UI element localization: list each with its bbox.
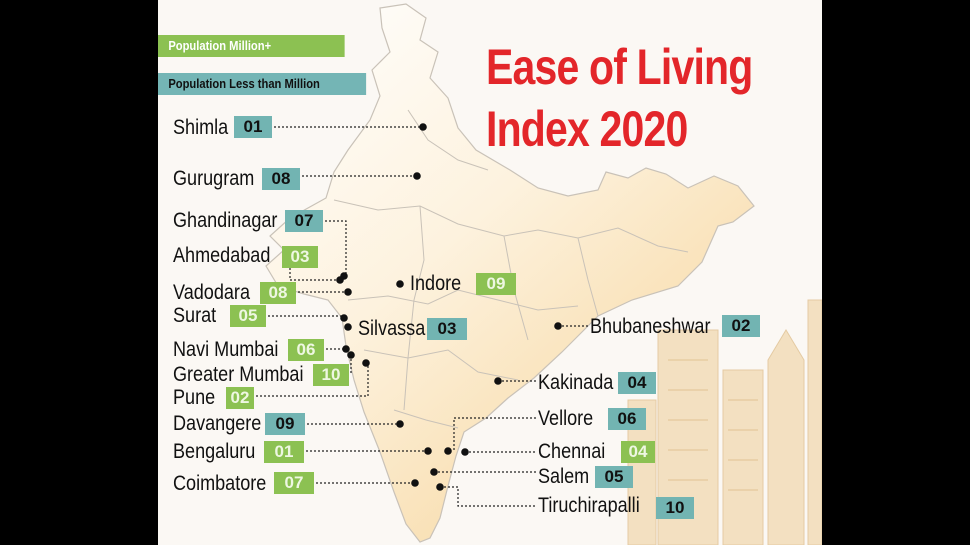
city-name-bengaluru: Bengaluru	[173, 440, 256, 463]
city-dot-ahmedabad	[336, 276, 344, 284]
city-dot-vellore	[444, 447, 452, 455]
city-dot-vadodara	[344, 288, 352, 296]
city-dot-kakinada	[494, 377, 502, 385]
title-line-1: Ease of Living	[486, 39, 753, 95]
rank-badge-kakinada: 04	[618, 372, 656, 394]
city-name-greater-mumbai: Greater Mumbai	[173, 363, 304, 386]
rank-badge-davangere: 09	[265, 413, 305, 435]
city-name-shimla: Shimla	[173, 116, 229, 139]
leader-line-vellore	[453, 417, 536, 451]
rank-badge-ahmedabad: 03	[282, 246, 318, 268]
city-name-gurugram: Gurugram	[173, 167, 255, 190]
city-name-silvassa: Silvassa	[358, 317, 426, 340]
city-name-pune: Pune	[173, 386, 216, 409]
city-dot-surat	[340, 314, 348, 322]
rank-badge-chennai: 04	[621, 441, 655, 463]
city-name-chennai: Chennai	[538, 440, 606, 463]
rank-badge-navi-mumbai: 06	[288, 339, 324, 361]
leader-line-tiruchirapalli	[444, 486, 536, 507]
city-name-navi-mumbai: Navi Mumbai	[173, 338, 279, 361]
city-dot-greater-mumbai	[347, 351, 355, 359]
rank-badge-surat: 05	[230, 305, 266, 327]
city-dot-bhubaneshwar	[554, 322, 562, 330]
rank-badge-indore: 09	[476, 273, 516, 295]
city-dot-tiruchirapalli	[436, 483, 444, 491]
city-dot-coimbatore	[411, 479, 419, 487]
city-dot-bengaluru	[424, 447, 432, 455]
city-name-tiruchirapalli: Tiruchirapalli	[538, 494, 640, 517]
rank-badge-bhubaneshwar: 02	[722, 315, 760, 337]
leader-line-ahmedabad	[289, 268, 340, 281]
rank-badge-greater-mumbai: 10	[313, 364, 349, 386]
city-name-davangere: Davangere	[173, 412, 262, 435]
city-dot-davangere	[396, 420, 404, 428]
city-name-vellore: Vellore	[538, 407, 594, 430]
legend-million-plus: Population Million+	[158, 35, 345, 57]
rank-badge-pune: 02	[226, 387, 254, 409]
city-name-ahmedabad: Ahmedabad	[173, 244, 271, 267]
legend-less-than-million: Population Less than Million	[158, 73, 367, 95]
rank-badge-tiruchirapalli: 10	[656, 497, 694, 519]
city-name-surat: Surat	[173, 304, 217, 327]
city-dot-salem	[430, 468, 438, 476]
infographic-panel: Population Million+ Population Less than…	[158, 0, 822, 545]
rank-badge-ghandinagar: 07	[285, 210, 323, 232]
city-dot-silvassa	[344, 323, 352, 331]
legend-less-than-million-label: Population Less than Million	[168, 76, 320, 91]
city-name-ghandinagar: Ghandinagar	[173, 209, 278, 232]
rank-badge-coimbatore: 07	[274, 472, 314, 494]
leader-lines	[256, 123, 588, 507]
city-name-coimbatore: Coimbatore	[173, 472, 267, 495]
city-dot-navi-mumbai	[342, 345, 350, 353]
city-dot-pune	[362, 359, 370, 367]
rank-badge-bengaluru: 01	[264, 441, 304, 463]
leader-line-pune	[256, 363, 369, 397]
city-dot-chennai	[461, 448, 469, 456]
rank-badge-salem: 05	[595, 466, 633, 488]
rank-badge-vadodara: 08	[260, 282, 296, 304]
city-name-vadodara: Vadodara	[173, 281, 250, 304]
city-dot-shimla	[419, 123, 427, 131]
city-dot-gurugram	[413, 172, 421, 180]
city-name-kakinada: Kakinada	[538, 371, 614, 394]
rank-badge-gurugram: 08	[262, 168, 300, 190]
legend-million-plus-label: Population Million+	[168, 38, 272, 53]
city-name-bhubaneshwar: Bhubaneshwar	[590, 315, 711, 338]
city-dot-indore	[396, 280, 404, 288]
rank-badge-silvassa: 03	[427, 318, 467, 340]
title-line-2: Index 2020	[486, 101, 688, 157]
rank-badge-shimla: 01	[234, 116, 272, 138]
rank-badge-vellore: 06	[608, 408, 646, 430]
city-name-indore: Indore	[410, 272, 462, 295]
leader-line-ghandinagar	[325, 220, 347, 276]
city-name-salem: Salem	[538, 465, 590, 488]
